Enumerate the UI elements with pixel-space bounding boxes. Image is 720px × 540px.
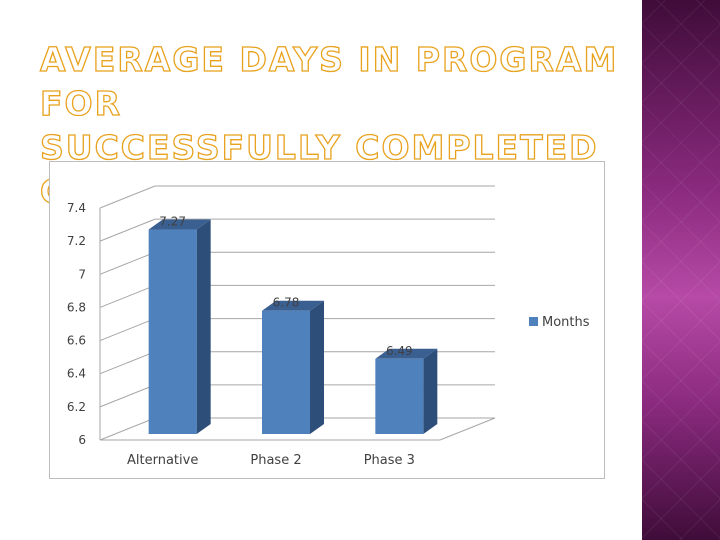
chart-frame: 6 6.2 6.4 6.6 6.8 7 7.2 7.4 7.27 Alternative 6.78 P… xyxy=(49,161,605,479)
y-tick-label: 6.4 xyxy=(67,367,86,381)
floor-edge xyxy=(439,417,496,441)
bar xyxy=(375,358,424,434)
bar xyxy=(262,310,310,434)
legend-swatch xyxy=(529,317,538,326)
y-tick-label: 6.2 xyxy=(67,400,86,414)
y-tick-label: 6.8 xyxy=(67,300,86,314)
bar-top xyxy=(375,348,438,359)
decorative-side-band xyxy=(642,0,720,540)
bar-top xyxy=(148,219,211,230)
bar-side xyxy=(423,348,438,434)
bar-side xyxy=(310,300,324,434)
bar-side xyxy=(196,219,211,434)
y-tick-label: 6.6 xyxy=(67,334,86,348)
gridline-side xyxy=(99,218,156,242)
y-tick-label: 7.2 xyxy=(67,234,86,248)
gridline-side xyxy=(99,318,156,342)
bar xyxy=(148,229,197,434)
legend-label: Months xyxy=(542,315,590,330)
bar-chart: 6 6.2 6.4 6.6 6.8 7 7.2 7.4 7.27 Alternative 6.78 P… xyxy=(67,185,590,468)
gridline-side xyxy=(99,384,156,408)
gridline-side xyxy=(99,251,156,275)
y-tick-label: 6 xyxy=(78,433,86,447)
x-tick-label: Phase 3 xyxy=(364,453,415,468)
gridline-side xyxy=(99,185,156,209)
bar-top xyxy=(262,300,324,311)
data-label: 6.49 xyxy=(386,344,413,358)
slide-title-line-1: AVERAGE DAYS IN PROGRAM FOR xyxy=(39,39,619,123)
x-tick-label: Alternative xyxy=(127,453,198,468)
y-tick-label: 7.4 xyxy=(67,201,86,215)
data-label: 7.27 xyxy=(159,215,186,229)
x-tick-label: Phase 2 xyxy=(250,453,301,468)
gridline-side xyxy=(99,284,156,308)
gridline-side xyxy=(99,417,156,441)
y-tick-label: 7 xyxy=(78,267,86,281)
gridline-side xyxy=(99,351,156,375)
data-label: 6.78 xyxy=(273,296,300,310)
